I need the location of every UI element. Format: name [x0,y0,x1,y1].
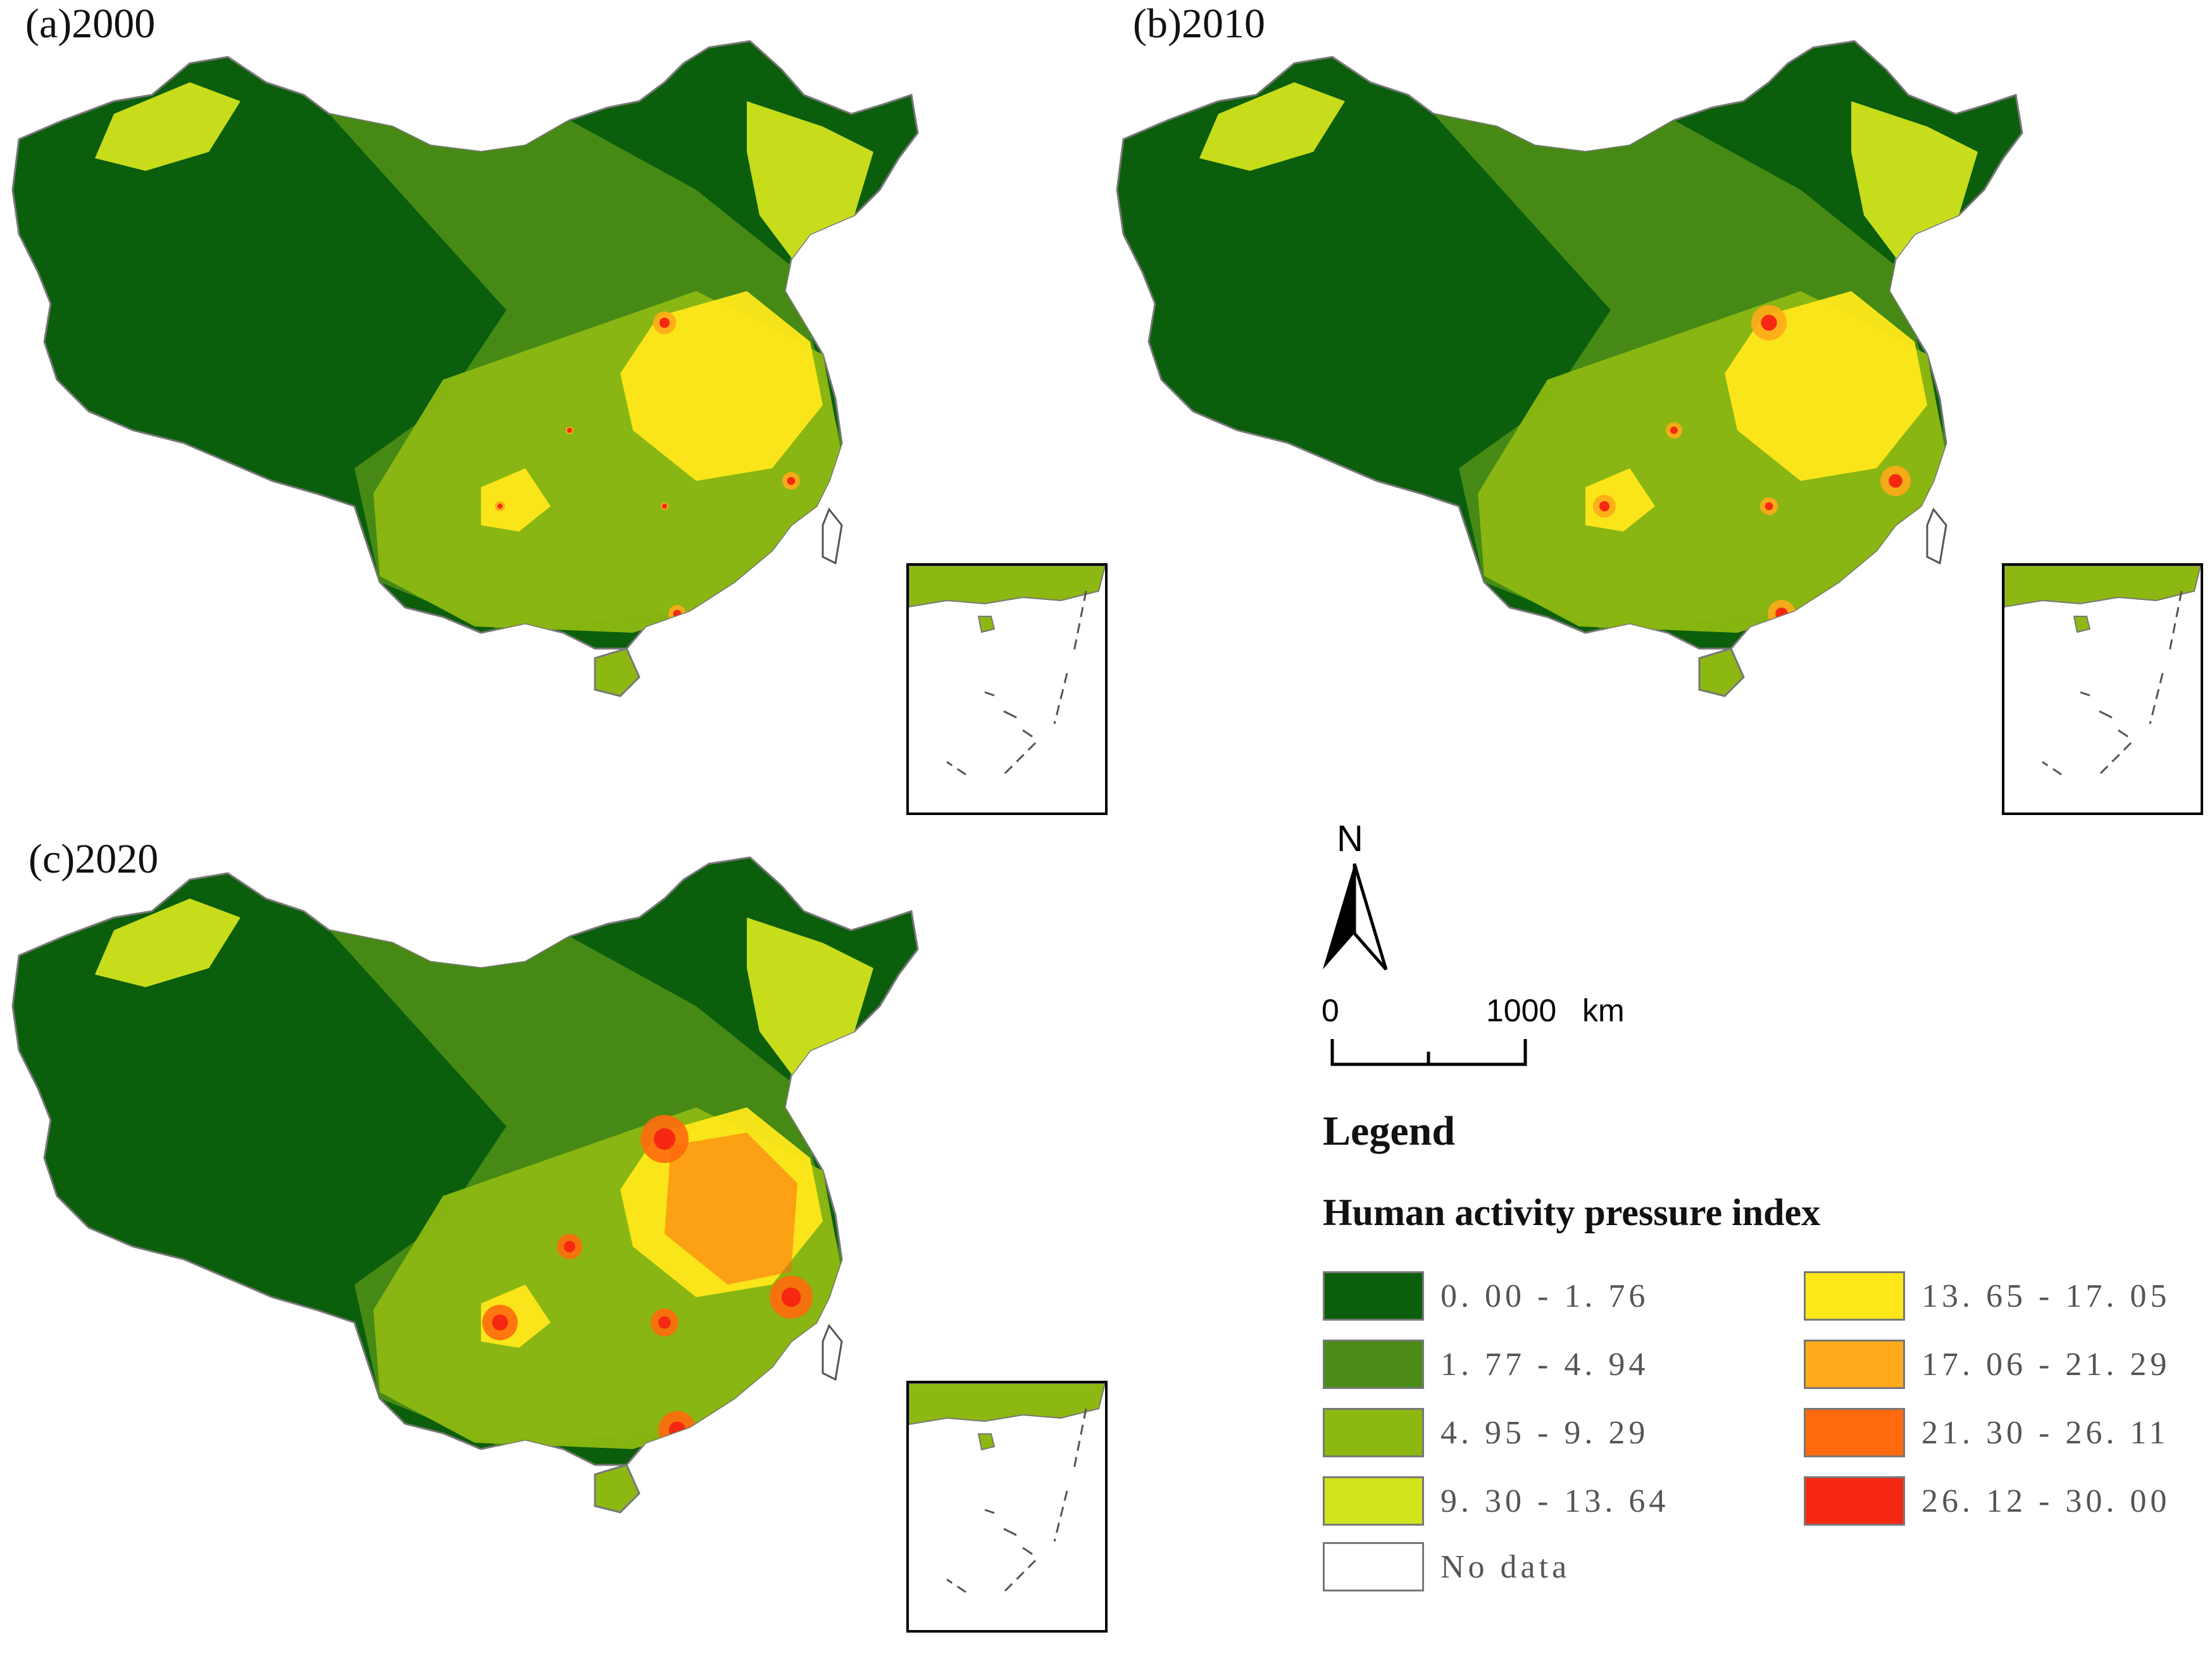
legend-item: 9. 30 - 13. 64 [1323,1476,1669,1526]
scale-bar [1330,1039,1527,1066]
inset-islands [984,691,1033,738]
scale-zero-label: 0 [1322,993,1339,1028]
legend-item: 1. 77 - 4. 94 [1323,1339,1649,1390]
legend-subtitle: Human activity pressure index [1323,1192,1821,1233]
xian-hotspot-core [564,1241,575,1252]
legend-label: 21. 30 - 26. 11 [1921,1414,2170,1451]
legend-item: 17. 06 - 21. 29 [1804,1339,2170,1390]
taiwan-island [822,1324,843,1381]
inset-map-a [908,565,1106,776]
shanghai-hotspot-core [781,1287,801,1307]
inset-south-china-sea-a [906,563,1108,815]
inset-dash-line [946,590,1087,776]
taiwan-island [822,507,843,565]
legend-swatch [1804,1340,1905,1389]
legend-swatch [1323,1340,1424,1389]
wuhan-hotspot-core [658,1316,671,1329]
chengdu-hotspot-core [497,504,503,509]
legend-swatch [1323,1476,1424,1526]
legend-label: 9. 30 - 13. 64 [1440,1483,1670,1519]
legend-swatch [1323,1408,1424,1457]
inset-hainan [2073,616,2091,633]
map-2000 [11,40,919,697]
legend-swatch [1804,1271,1905,1321]
sichuan-basin-zone [481,468,551,532]
inset-hainan [977,616,996,633]
legend-item: 21. 30 - 26. 11 [1804,1407,2169,1458]
map-2020 [11,856,919,1514]
legend-item: 0. 00 - 1. 76 [1323,1271,1649,1321]
hainan-island [594,1464,640,1514]
inset-islands [2080,691,2128,738]
legend-title: Legend [1323,1108,1456,1154]
inset-islands [984,1509,1033,1555]
legend-item: 26. 12 - 30. 00 [1804,1476,2170,1526]
legend-label: 26. 12 - 30. 00 [1921,1483,2171,1519]
north-label: N [1337,818,1363,859]
inset-south-china-sea-b [2002,563,2203,815]
scale-unit-label: km [1582,993,1625,1028]
xinjiang-north-zone [95,82,241,171]
xinjiang-north-zone [95,899,241,987]
panel-a-label: (a)2000 [25,1,156,47]
north-china-plain-zone [620,291,823,481]
wuhan-hotspot-core [662,504,667,509]
legend-item: 4. 95 - 9. 29 [1323,1407,1649,1458]
xian-hotspot-core [1670,426,1678,434]
map-2010 [1116,40,2023,697]
inset-mainland-coast [2004,565,2202,608]
inset-hainan [977,1433,996,1451]
xian-hotspot-core [567,428,572,433]
legend-swatch [1804,1476,1905,1526]
chengdu-hotspot-core [1599,501,1610,512]
hainan-island [594,647,640,697]
wuhan-hotspot-core [1765,502,1773,511]
legend-swatch [1323,1542,1424,1591]
inset-dash-line [2042,590,2183,776]
beijing-hotspot-core [659,317,670,328]
legend-label: 0. 00 - 1. 76 [1440,1278,1649,1314]
legend-label: 13. 65 - 17. 05 [1921,1278,2171,1314]
xinjiang-north-zone [1199,82,1345,171]
legend-label: No data [1440,1548,1571,1585]
legend-swatch [1323,1271,1424,1321]
legend-label: 17. 06 - 21. 29 [1921,1346,2171,1383]
inset-map-b [2004,565,2202,776]
inset-south-china-sea-c [906,1381,1108,1633]
inset-mainland-coast [908,1383,1106,1426]
panel-c-label: (c)2020 [28,836,159,882]
legend-item: 13. 65 - 17. 05 [1804,1271,2170,1321]
hainan-island [1698,647,1745,697]
legend-swatch [1804,1408,1905,1457]
legend-label: 1. 77 - 4. 94 [1440,1346,1649,1383]
chengdu-hotspot-core [492,1314,508,1331]
scale-max-label: 1000 [1486,993,1557,1028]
taiwan-island [1926,507,1947,565]
shanghai-hotspot-core [1889,474,1903,488]
inset-map-c [908,1383,1106,1593]
legend-label: 4. 95 - 9. 29 [1440,1414,1649,1451]
inset-dash-line [946,1408,1087,1593]
legend-item: No data [1323,1541,1570,1592]
shanghai-hotspot-core [787,476,796,485]
beijing-hotspot-core [1761,314,1777,331]
north-arrow-icon [1323,863,1388,971]
panel-b-label: (b)2010 [1133,1,1265,47]
beijing-hotspot-core [653,1128,676,1150]
inset-mainland-coast [908,565,1106,608]
pressure-zones [95,899,873,1449]
east-china-high-pressure-zone [665,1133,797,1285]
